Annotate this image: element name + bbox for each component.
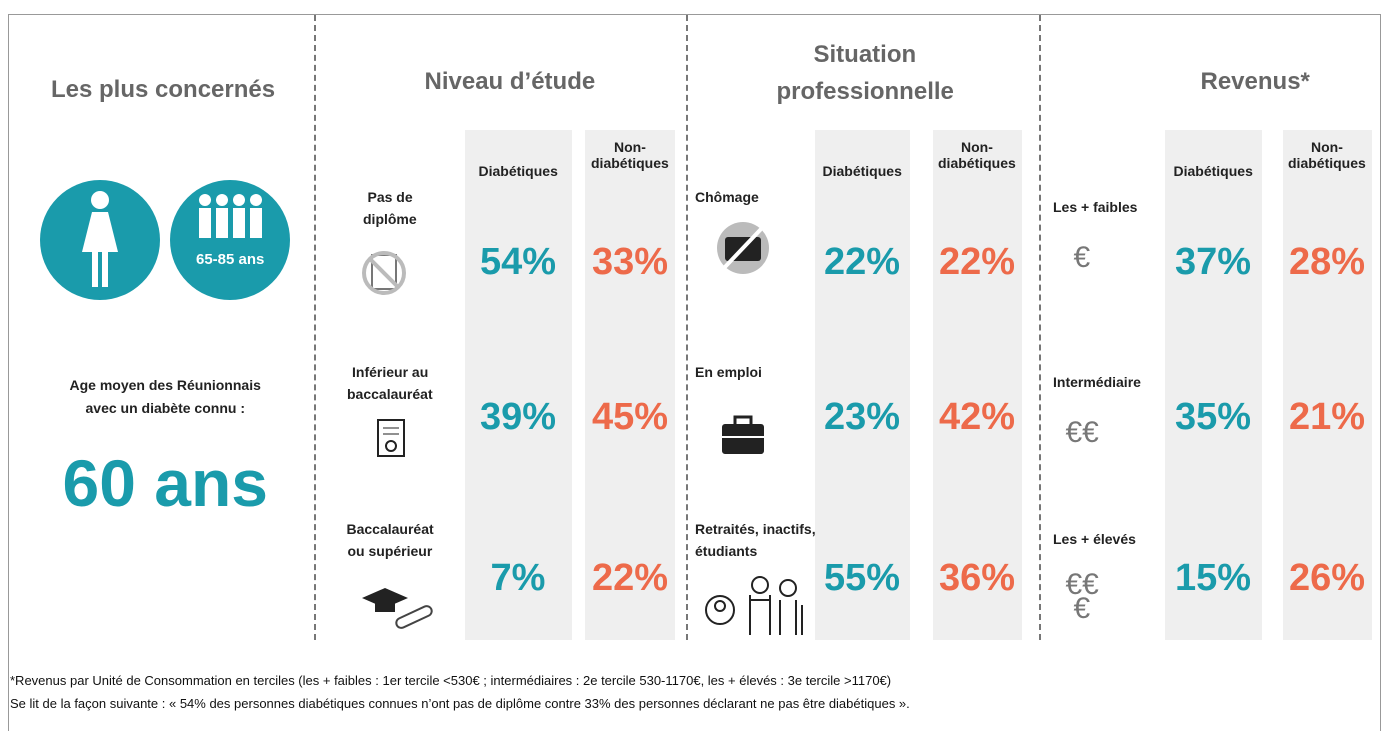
no-job-icon (717, 222, 769, 274)
column-header: Diabétiques (1173, 163, 1253, 179)
section-title: Situation (813, 41, 917, 68)
row-label: Pas de (367, 189, 413, 205)
row-label: Les + élevés (1053, 531, 1136, 547)
column-bg (815, 130, 910, 640)
divider (686, 15, 688, 640)
caption: Age moyen des Réunionnais (69, 377, 261, 393)
caption: avec un diabète connu : (85, 400, 245, 416)
diabetic-value: 37% (1175, 241, 1252, 283)
diabetic-value: 15% (1175, 557, 1252, 599)
non-diabetic-value: 42% (939, 396, 1016, 438)
currency-symbol: €€ (1065, 568, 1099, 601)
diabetic-value: 7% (490, 557, 546, 599)
non-diabetic-value: 22% (939, 241, 1016, 283)
non-diabetic-value: 33% (592, 241, 669, 283)
graduation-icon (362, 588, 433, 629)
column-header: Non- (961, 139, 993, 155)
row-label: diplôme (363, 211, 417, 227)
diabetic-value: 22% (824, 241, 901, 283)
column-bg (1283, 130, 1372, 640)
row-label: baccalauréat (347, 386, 433, 402)
row-label: Les + faibles (1053, 199, 1138, 215)
age-badge: 65-85 ans (196, 251, 265, 268)
non-diabetic-value: 28% (1289, 241, 1366, 283)
group-icon-bg (170, 180, 290, 300)
column-bg (465, 130, 572, 640)
no-diploma-icon (362, 251, 406, 295)
currency-symbol: € (1073, 592, 1091, 625)
woman-icon (82, 191, 118, 287)
job-icon (722, 415, 764, 454)
column-header: Non- (614, 139, 646, 155)
column-header: Non- (1311, 139, 1343, 155)
diabetic-value: 39% (480, 396, 557, 438)
diploma-icon (377, 419, 405, 457)
row-label: En emploi (695, 364, 762, 380)
row-label: Baccalauréat (346, 521, 434, 537)
diabetic-value: 55% (824, 557, 901, 599)
non-diabetic-value: 21% (1289, 396, 1366, 438)
column-header: diabétiques (591, 155, 669, 171)
section-title: Niveau d’étude (424, 68, 596, 95)
row-label: ou supérieur (347, 543, 433, 559)
non-diabetic-value: 45% (592, 396, 669, 438)
diabetic-value: 23% (824, 396, 901, 438)
group-icon (199, 194, 262, 238)
currency-symbol: €€ (1065, 416, 1099, 449)
footnote: *Revenus par Unité de Consommation en te… (10, 673, 892, 688)
diabetic-value: 35% (1175, 396, 1252, 438)
frame (8, 14, 1381, 731)
column-header: diabétiques (1288, 155, 1366, 171)
row-label: Intermédiaire (1053, 374, 1141, 390)
column-header: Diabétiques (822, 163, 902, 179)
divider (1039, 15, 1041, 640)
non-diabetic-value: 26% (1289, 557, 1366, 599)
column-bg (933, 130, 1022, 640)
column-header: diabétiques (938, 155, 1016, 171)
row-label: Inférieur au (352, 364, 429, 380)
row-label: Chômage (695, 189, 759, 205)
row-label: étudiants (695, 543, 758, 559)
non-diabetic-value: 22% (592, 557, 669, 599)
column-header: Diabétiques (478, 163, 558, 179)
row-label: Retraités, inactifs, (695, 521, 816, 537)
panel-title: Les plus concernés (51, 76, 276, 103)
currency-symbol: € (1073, 241, 1091, 274)
section-title: professionnelle (776, 78, 954, 105)
column-bg (585, 130, 675, 640)
footnote: Se lit de la façon suivante : « 54% des … (10, 696, 910, 711)
column-bg (1165, 130, 1262, 640)
section-title: Revenus* (1200, 68, 1310, 95)
diabetic-value: 54% (480, 241, 557, 283)
retired-icon (705, 576, 803, 635)
divider (314, 15, 316, 640)
age-value: 60 ans (62, 446, 268, 520)
non-diabetic-value: 36% (939, 557, 1016, 599)
